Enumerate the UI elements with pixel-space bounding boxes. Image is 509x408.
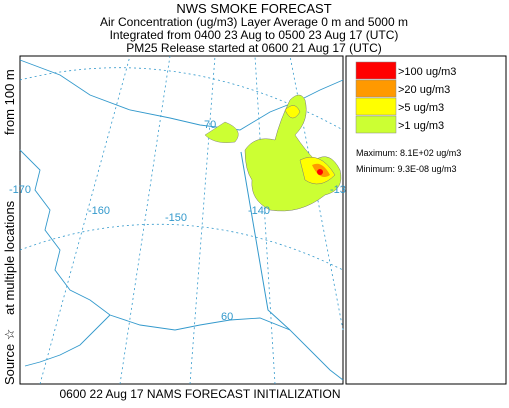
legend-swatch [355,79,397,98]
legend-max: Maximum: 8.1E+02 ug/m3 [356,148,461,158]
map-label: -150 [165,212,187,224]
map-label: 60 [221,311,233,323]
map-label: -160 [88,205,110,217]
side-text: Source ☆ [2,329,17,385]
legend-label: >100 ug/m3 [398,66,456,78]
map-label: 70 [204,119,216,131]
legend-swatch [355,97,397,116]
legend-label: >5 ug/m3 [398,102,444,114]
side-text: from 100 m [2,69,17,135]
map-label: -140 [248,205,270,217]
map-label: -170 [9,184,31,196]
subtitle: PM25 Release started at 0600 21 Aug 17 (… [126,41,381,55]
subtitle: Integrated from 0400 23 Aug to 0500 23 A… [110,28,399,42]
legend: >100 ug/m3 >20 ug/m3 >5 ug/m3 >1 ug/m3 [355,61,456,134]
map: 70 -170 -160 -150 -140 -130 60 [9,55,352,385]
side-text: at multiple locations [2,200,17,315]
legend-min: Minimum: 9.3E-08 ug/m3 [356,164,457,174]
legend-swatch [355,61,397,80]
footer: 0600 22 Aug 17 NAMS FORECAST INITIALIZAT… [60,387,341,401]
legend-label: >20 ug/m3 [398,84,450,96]
side-label: Source ☆ at multiple locations from 100 … [2,69,17,385]
title: NWS SMOKE FORECAST [176,1,331,16]
legend-swatch [355,115,397,134]
subtitle: Air Concentration (ug/m3) Layer Average … [100,15,408,29]
legend-label: >1 ug/m3 [398,120,444,132]
